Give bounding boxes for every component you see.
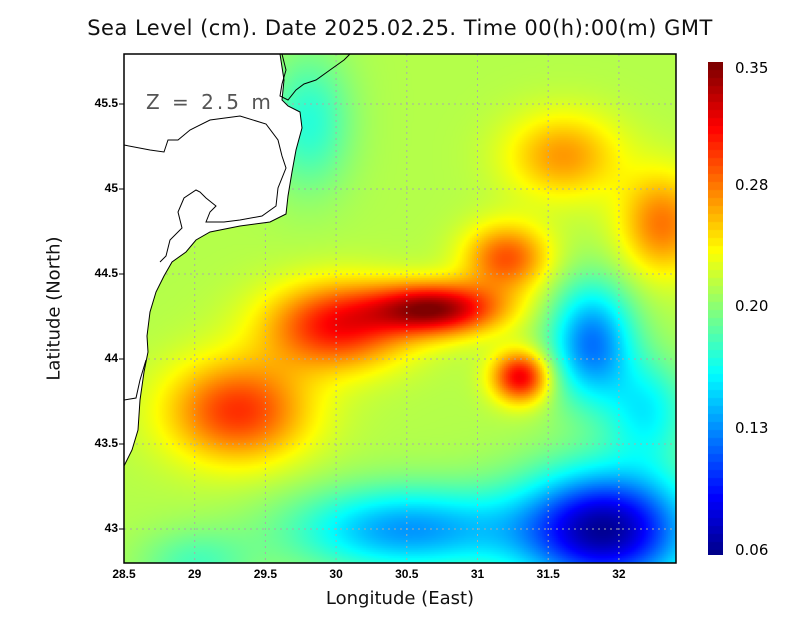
x-tick-label: 29.5 [253,567,278,581]
x-tick-label: 30.5 [395,567,419,581]
y-tick-label: 44 [104,351,118,365]
coastline [123,359,147,401]
x-tick-label: 30 [329,567,343,581]
x-tick-label: 32 [612,567,626,581]
colorbar-tick-label: 0.13 [735,419,769,437]
colorbar-tick-label: 0.35 [735,59,769,77]
depth-label: Z = 2.5 m [146,90,274,114]
colorbar [708,62,723,555]
y-axis-label: Latitude (North) [43,236,65,381]
y-tick-label: 45 [104,181,118,195]
y-tick-label: 43.5 [94,436,118,450]
plot-frame [123,53,677,564]
x-tick-label: 31.5 [536,567,560,581]
colorbar-tick-label: 0.20 [735,297,769,315]
x-tick-label: 31 [470,567,485,581]
colorbar-tick-label: 0.28 [735,176,769,194]
lagoon-coast [123,115,287,263]
colorbar-tick-label: 0.06 [735,541,769,559]
map-title: Sea Level (cm). Date 2025.02.25. Time 00… [87,16,713,40]
axis-ticks [119,103,124,530]
y-tick-label: 43 [104,521,118,535]
coastline-land [123,53,303,467]
x-tick-label: 29 [188,567,202,581]
y-tick-label: 44.5 [94,266,118,280]
y-tick-label: 45.5 [94,96,118,110]
river-coast [279,53,351,101]
x-axis-label: Longitude (East) [325,588,475,609]
x-tick-label: 28.5 [112,567,136,581]
